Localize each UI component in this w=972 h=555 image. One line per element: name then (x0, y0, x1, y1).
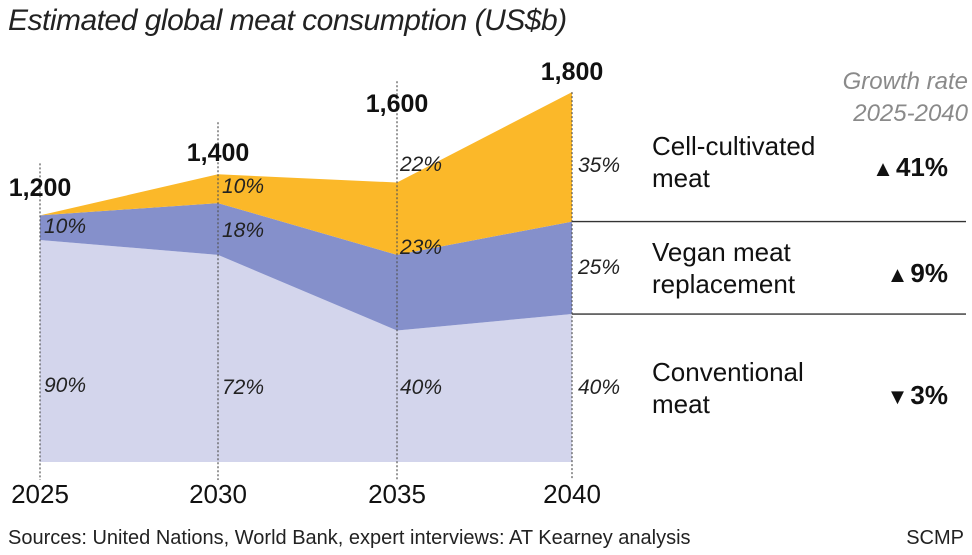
total-label: 1,400 (187, 139, 250, 167)
legend-cell-cultivated-line2: meat (652, 163, 710, 193)
total-label: 1,600 (366, 90, 429, 118)
growth-conventional-value: 3% (910, 380, 948, 410)
share-label-vegan: 10% (44, 215, 86, 238)
legend-conventional: Conventional meat (652, 356, 804, 420)
up-arrow-icon: ▲ (872, 156, 894, 181)
share-label-vegan: 23% (399, 236, 442, 259)
share-label-cell_cultivated: 10% (222, 175, 264, 198)
total-label: 1,800 (541, 58, 604, 86)
up-arrow-icon: ▲ (886, 262, 909, 287)
total-label: 1,200 (9, 174, 72, 202)
growth-rate-header: Growth rate 2025-2040 (820, 66, 968, 130)
x-tick-label: 2030 (189, 479, 247, 509)
growth-vegan: ▲9% (848, 258, 948, 289)
growth-conventional: ▼3% (848, 380, 948, 411)
brand-label: SCMP (906, 527, 964, 549)
growth-cell-cultivated-value: 41% (895, 152, 948, 182)
down-arrow-icon: ▼ (886, 384, 909, 409)
share-label-vegan: 18% (222, 219, 264, 242)
growth-vegan-value: 9% (910, 258, 948, 288)
growth-rate-header-line2: 2025-2040 (853, 100, 968, 127)
chart-title: Estimated global meat consumption (US$b) (8, 4, 567, 37)
share-label-cell_cultivated: 22% (399, 153, 442, 176)
growth-cell-cultivated: ▲41% (848, 152, 948, 183)
legend-vegan: Vegan meat replacement (652, 236, 795, 300)
legend-conventional-line1: Conventional (652, 357, 804, 387)
legend-vegan-line1: Vegan meat (652, 237, 791, 267)
area-cell_cultivated (40, 92, 572, 255)
legend-conventional-line2: meat (652, 389, 710, 419)
x-tick-label: 2040 (543, 479, 601, 509)
legend-cell-cultivated: Cell-cultivated meat (652, 130, 815, 194)
legend-vegan-line2: replacement (652, 269, 796, 299)
share-label-conventional: 90% (44, 374, 86, 397)
area-conventional (40, 240, 572, 462)
share-label-conventional: 40% (400, 376, 442, 399)
area-vegan (40, 203, 572, 331)
share-label-conventional: 72% (222, 376, 264, 399)
share-label-vegan: 25% (577, 256, 620, 279)
share-label-cell_cultivated: 35% (578, 154, 620, 177)
x-tick-label: 2025 (11, 479, 69, 509)
source-note: Sources: United Nations, World Bank, exp… (8, 527, 691, 549)
growth-rate-header-line1: Growth rate (842, 68, 968, 95)
x-tick-label: 2035 (368, 479, 426, 509)
share-label-conventional: 40% (578, 376, 620, 399)
legend-cell-cultivated-line1: Cell-cultivated (652, 131, 816, 161)
